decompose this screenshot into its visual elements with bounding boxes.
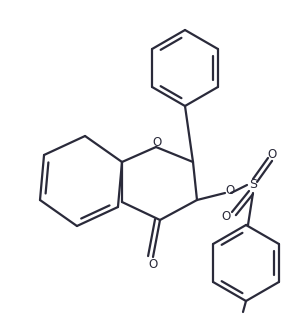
Text: O: O	[267, 148, 277, 161]
Text: O: O	[221, 211, 231, 224]
Text: S: S	[249, 177, 257, 190]
Text: O: O	[148, 259, 158, 272]
Text: O: O	[225, 184, 235, 197]
Text: O: O	[152, 135, 162, 149]
